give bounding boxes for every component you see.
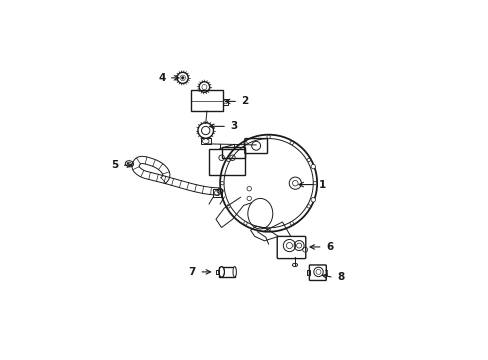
Circle shape (226, 158, 230, 162)
Text: 4: 4 (158, 73, 165, 83)
Circle shape (313, 181, 316, 185)
Ellipse shape (233, 267, 236, 277)
Circle shape (226, 205, 230, 208)
Circle shape (310, 198, 315, 202)
Text: 5: 5 (111, 160, 118, 170)
Text: 1: 1 (318, 180, 325, 190)
Circle shape (289, 141, 293, 145)
Circle shape (244, 141, 246, 145)
Ellipse shape (219, 267, 224, 277)
Text: 8: 8 (336, 273, 344, 283)
Circle shape (289, 222, 293, 225)
Text: 6: 6 (325, 242, 332, 252)
Circle shape (181, 76, 183, 79)
Circle shape (244, 222, 246, 225)
Circle shape (220, 181, 224, 185)
Circle shape (306, 158, 310, 162)
Text: 2: 2 (241, 96, 248, 107)
Circle shape (266, 228, 270, 231)
Circle shape (310, 164, 315, 169)
Circle shape (266, 135, 270, 139)
Text: 7: 7 (188, 267, 196, 277)
Circle shape (306, 205, 310, 208)
Text: 3: 3 (230, 121, 237, 131)
